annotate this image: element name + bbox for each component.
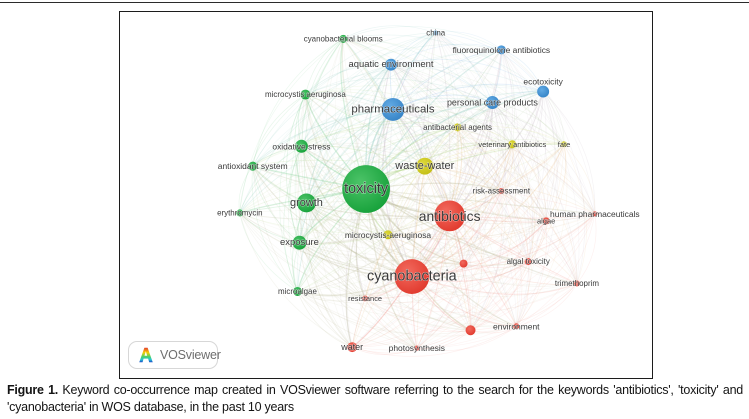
node-label-resistance: resistance bbox=[348, 294, 382, 303]
node-microcystis-aeruginosa-yellow bbox=[383, 230, 393, 240]
node-label-trimethoprim: trimethoprim bbox=[555, 279, 599, 288]
figure-frame: china cyanobacterial blooms fluoroquinolon… bbox=[119, 11, 653, 379]
node-label-erythromycin: erythromycin bbox=[217, 208, 262, 217]
node-waste-water bbox=[416, 157, 434, 175]
node-label-environment: environment bbox=[493, 321, 540, 331]
node-label-growth: growth bbox=[290, 197, 323, 209]
node-veterinary-antibiotics bbox=[508, 140, 517, 149]
node-aquatic-environment bbox=[385, 58, 397, 71]
node-label-algal-toxicity: algal toxicity bbox=[507, 257, 550, 266]
node-microalgae bbox=[293, 286, 302, 296]
node-growth bbox=[296, 193, 316, 213]
node-label-fluoroquinolone-antibiotics: fluoroquinolone antibiotics bbox=[453, 45, 551, 55]
node-exposure bbox=[292, 235, 307, 250]
node-label-veterinary-antibiotics: veterinary antibiotics bbox=[478, 140, 546, 149]
node-risk-assessment bbox=[498, 188, 505, 195]
node-label-china: china bbox=[426, 28, 446, 37]
node-label-microcystis-aeruginosa-green: microcystis aeruginosa bbox=[265, 90, 346, 99]
figure-caption-text-2: 'cyanobacteria' in WOS database, in the … bbox=[7, 399, 294, 414]
node-label-photosynthesis: photosynthesis bbox=[389, 343, 445, 353]
node-label-antibacterial-agents: antibacterial agents bbox=[423, 123, 492, 132]
node-label-personal-care-products: personal care products bbox=[447, 98, 538, 108]
node-cyanobacteria bbox=[394, 259, 430, 294]
figure-caption-line1: Figure 1. Keyword co-occurrence map crea… bbox=[7, 382, 743, 399]
node-oxidative-stress bbox=[294, 139, 308, 153]
node-trimethoprim bbox=[573, 280, 580, 287]
node-cyanobacterial-blooms bbox=[339, 34, 348, 43]
cooccurrence-map: china cyanobacterial blooms fluoroquinolon… bbox=[217, 25, 641, 357]
figure-number: Figure 1. bbox=[7, 383, 59, 397]
node-environment bbox=[513, 323, 520, 330]
node-label-cyanobacteria: cyanobacteria bbox=[367, 269, 458, 285]
figure-caption: Figure 1. Keyword co-occurrence map crea… bbox=[7, 382, 743, 415]
node-personal-care-products bbox=[485, 96, 499, 109]
node-label-pharmaceuticals: pharmaceuticals bbox=[351, 103, 434, 115]
vosviewer-logo-icon bbox=[139, 347, 153, 363]
node-label-aquatic-environment: aquatic environment bbox=[348, 59, 433, 70]
node-pharmaceuticals bbox=[381, 98, 405, 121]
node-water bbox=[347, 342, 358, 353]
node-fate bbox=[561, 141, 568, 148]
node-ecotoxicity bbox=[537, 85, 550, 98]
node-label-microalgae: microalgae bbox=[278, 287, 317, 296]
node-label-exposure: exposure bbox=[280, 237, 319, 248]
node-algal-toxicity bbox=[524, 258, 532, 266]
node-photosynthesis bbox=[414, 345, 420, 351]
node-label-water: water bbox=[340, 342, 363, 352]
node-antioxidant-system bbox=[248, 161, 258, 171]
node-erythromycin bbox=[236, 209, 244, 217]
node-resistance bbox=[362, 295, 369, 302]
node-antibacterial-agents bbox=[453, 123, 462, 132]
node-algae bbox=[542, 217, 550, 225]
node-china bbox=[433, 30, 439, 36]
node-label-antioxidant-system: antioxidant system bbox=[218, 161, 288, 171]
node-label-risk-assessment: risk-assessment bbox=[473, 187, 531, 196]
node-label-human-pharmaceuticals: human pharmaceuticals bbox=[550, 209, 640, 219]
labels-layer: china cyanobacterial blooms fluoroquinolon… bbox=[217, 28, 641, 354]
node-unlabeled-red-1 bbox=[459, 259, 468, 268]
node-label-waste-water: waste-water bbox=[394, 160, 454, 172]
node-unlabeled-red-2 bbox=[465, 325, 476, 336]
node-label-antibiotics: antibiotics bbox=[419, 208, 481, 224]
node-label-microcystis-aeruginosa-yellow: microcystis-aeruginosa bbox=[345, 230, 432, 240]
vosviewer-badge: VOSviewer bbox=[128, 341, 221, 369]
node-antibiotics bbox=[434, 200, 466, 232]
node-human-pharmaceuticals bbox=[592, 211, 598, 217]
node-label-algae: algae bbox=[537, 216, 555, 225]
node-microcystis-aeruginosa-green bbox=[300, 89, 311, 100]
node-label-toxicity: toxicity bbox=[344, 181, 389, 197]
node-toxicity bbox=[342, 165, 390, 213]
nodes-layer bbox=[236, 30, 598, 353]
vosviewer-logo-text: VOSviewer bbox=[160, 348, 221, 362]
node-fluoroquinolone-antibiotics bbox=[496, 45, 506, 55]
node-label-fate: fate bbox=[558, 140, 570, 149]
figure-caption-text-1: Keyword co-occurrence map created in VOS… bbox=[58, 383, 744, 397]
node-label-ecotoxicity: ecotoxicity bbox=[523, 77, 563, 87]
edges-layer bbox=[238, 25, 597, 357]
node-label-oxidative-stress: oxidative stress bbox=[272, 141, 330, 151]
node-label-cyanobacterial-blooms: cyanobacterial blooms bbox=[304, 34, 383, 43]
page-top-rule bbox=[0, 2, 749, 3]
